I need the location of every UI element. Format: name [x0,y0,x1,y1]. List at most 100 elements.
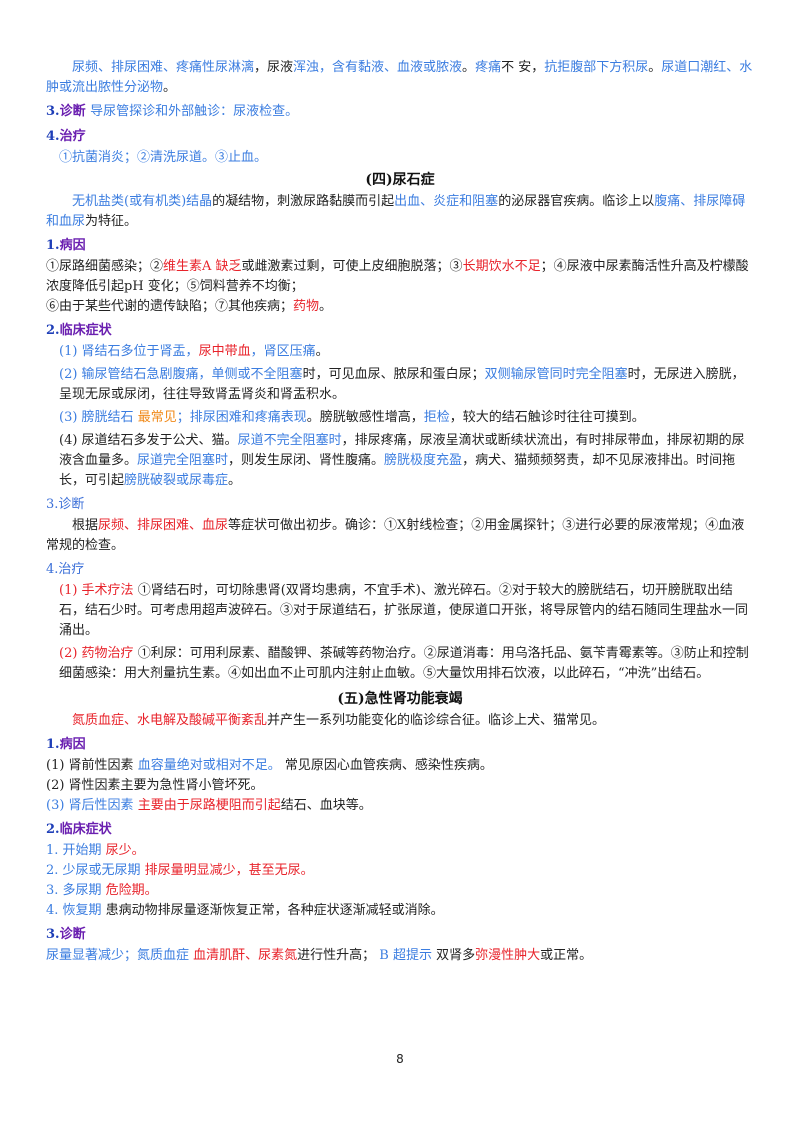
paragraph-surgery: (1) 手术疗法 ①肾结石时，可切除患肾(双肾均患病，不宜手术)、激光碎石。②对… [46,581,754,641]
text-span: 腹痛、排尿障碍和血尿 [46,194,746,229]
text-span: 疼痛 [475,60,502,75]
paragraph-renal: (2) 肾性因素主要为急性肾小管坏死。 [46,778,264,793]
text-span: 尿道完全阻塞时 [137,453,229,468]
paragraph-urethra-stone: (4) 尿道结石多发于公犬、猫。尿道不完全阻塞时，排尿疼痛，尿液呈滴状或断续状流… [46,431,754,491]
text-span: 。 [228,473,242,488]
paragraph-diagnosis: 根据尿频、排尿困难、血尿等症状可做出初步。确诊：①X射线检查；②用金属探针；③进… [46,516,754,556]
text-span: 双侧输尿管同时完全阻塞 [484,367,628,382]
heading-label: 治疗 [58,562,85,577]
text-span: 或正常。 [540,948,593,963]
text-span: 时，可见血尿、脓尿和蛋白尿； [302,367,485,382]
text-span: (4) 尿道结石多发于公犬、猫。 [59,433,238,448]
heading-symptoms: 2.临床症状 [46,819,754,841]
paragraph-drug-therapy: (2) 药物治疗 ①利尿：可用利尿素、醋酸钾、茶碱等药物治疗。②尿道消毒：用乌洛… [46,644,754,684]
text-span: 3. 多尿期 [46,883,106,898]
paragraph-cause-a: ①尿路细菌感染；②维生素A 缺乏或雌激素过剩，可使上皮细胞脱落；③长期饮水不足；… [46,257,754,297]
paragraph-polyuria-stage: 3. 多尿期 危险期。 [46,881,754,901]
text-span: 1. 开始期 [46,843,106,858]
text-span: 4. 恢复期 [46,903,106,918]
text-span: ，则发生尿闭、肾性腹痛。 [228,453,385,468]
text-span: 。 [319,299,333,314]
text-span: 血清肌酐、尿素氮 [193,948,298,963]
paragraph-kidney-stone: (1) 肾结石多位于肾盂，尿中带血，肾区压痛。 [46,342,754,362]
heading-number: 3. [46,104,60,119]
text-span: 血容量绝对或相对不足。 [137,758,281,773]
heading-diagnosis: 3.诊断 [46,924,754,946]
page-number: 8 [396,1052,404,1066]
heading-label: 诊断 [58,497,85,512]
text-span: ，肾区压痛 [250,344,316,359]
text-span: 主要由于尿路梗阻而引起 [137,798,281,813]
text-span: 危险期。 [105,883,158,898]
text-span: 患病动物排尿量逐渐恢复正常，各种症状逐渐减轻或消除。 [105,903,444,918]
text-span: 的凝结物，刺激尿路黏膜而引起 [212,194,395,209]
text-span: 等症状可做出初步。确诊：①X射线检查；②用金属探针；③进行必要的尿液常规；④血液… [46,518,745,553]
text-span: 常见原因心血管疾病、感染性疾病。 [280,758,493,773]
text-span: 为特征。 [85,214,138,229]
paragraph-bladder-stone: (3) 膀胱结石 最常见；排尿困难和疼痛表现。膀胱敏感性增高，拒检，较大的结石触… [46,408,754,428]
text-span: 弥漫性肿大 [475,948,541,963]
text-span: 无机盐类(或有机类)结晶 [72,194,213,209]
text-span: 。膀胱敏感性增高， [306,410,424,425]
text-span: ，尿液 [254,60,294,75]
text-span: ；④尿液中尿素酶活性升高及柠檬酸浓度降低引起pH 变化；⑤饲料营养不均衡； [46,259,749,294]
text-span: 双肾多 [431,948,476,963]
text-span: ①利尿：可用利尿素、醋酸钾、茶碱等药物治疗。②尿道消毒：用乌洛托品、氨苄青霉素等… [59,646,749,681]
paragraph-ureter-stone: (2) 输尿管结石急剧腹痛，单侧或不全阻塞时，可见血尿、脓尿和蛋白尿；双侧输尿管… [46,365,754,405]
text-span: 出血、炎症和阻塞 [394,194,499,209]
text-span: (2) 输尿管结石急剧腹痛，单侧或不全阻塞 [59,367,303,382]
heading-label: 临床症状 [59,323,112,338]
text-span: (3) 膀胱结石 [59,410,134,425]
text-span: B 超提示 [379,948,432,963]
heading-cause: 1.病因 [46,734,754,756]
heading-number: 2. [46,822,60,837]
text-span: 。 [462,60,476,75]
heading-label: 病因 [59,737,86,752]
text-span: 膀胱破裂或尿毒症 [124,473,229,488]
text-span: 氮质血症、水电解及酸碱平衡紊乱 [72,713,268,728]
section-title-acute-renal-failure: (五)急性肾功能衰竭 [337,691,463,707]
text-span: 2. 少尿或无尿期 [46,863,145,878]
heading-number: 1. [46,238,60,253]
text-span: 尿量显著减少；氮质血症 [46,948,194,963]
text-span: 根据 [72,518,99,533]
paragraph-renal-diagnosis: 尿量显著减少；氮质血症 血清肌酐、尿素氮进行性升高； B 超提示 双肾多弥漫性肿… [46,946,754,966]
text-span: 维生素A 缺乏 [163,259,242,274]
text-span: 或雌激素过剩，可使上皮细胞脱落；③ [241,259,463,274]
text-span: 。 [648,60,662,75]
text-span: ，病犬、猫频频努责，却不见尿液排出。时间拖长，可引起 [59,453,736,488]
text-span: 尿频、排尿困难、血尿 [98,518,229,533]
heading-number: 3. [46,927,60,942]
text-span: ，排尿疼痛，尿液呈滴状或断续状流出，有时排尿带血，排尿初期的尿液含血量多。 [59,433,745,468]
paragraph-onset-stage: 1. 开始期 尿少。 [46,841,754,861]
text-span: 时，无尿进入膀胱，呈现无尿或尿闭，往往导致肾盂肾炎和肾盂积水。 [59,367,745,402]
text-span: 尿道口潮红、水肿或流出脓性分泌物 [46,60,753,95]
text-span: 抗拒腹部下方积尿 [544,60,649,75]
text-span: 药物 [293,299,320,314]
paragraph-prerenal: (1) 肾前性因素 血容量绝对或相对不足。 常见原因心血管疾病、感染性疾病。 [46,756,754,776]
text-span: 。 [315,344,329,359]
text-span: ；排尿困难和疼痛表现 [176,410,307,425]
text-span: 拒检 [423,410,450,425]
heading-diagnosis: 3.诊断 [46,494,754,516]
text-span: 尿频、排尿困难、疼痛性尿淋漓 [72,60,255,75]
text-span: 膀胱极度充盈 [384,453,463,468]
diagnosis-text: 导尿管探诊和外部触诊：尿液检查。 [90,104,299,119]
text-span: ⑥由于某些代谢的遗传缺陷；⑦其他疾病； [46,299,294,314]
text-span: 长期饮水不足 [462,259,541,274]
text-span: 尿少。 [105,843,145,858]
text-span: 尿中带血 [198,344,251,359]
paragraph-renal-failure-intro: 氮质血症、水电解及酸碱平衡紊乱并产生一系列功能变化的临诊综合征。临诊上犬、猫常见… [46,711,754,731]
text-span: (3) 肾后性因素 [46,798,138,813]
paragraph-recovery-stage: 4. 恢复期 患病动物排尿量逐渐恢复正常，各种症状逐渐减轻或消除。 [46,901,754,921]
text-span: ①尿路细菌感染；② [46,259,164,274]
text-span: 并产生一系列功能变化的临诊综合征。临诊上犬、猫常见。 [267,713,606,728]
text-span: 不 安， [501,60,545,75]
text-span: 浑浊，含有黏液、血液或脓液 [293,60,463,75]
heading-treatment: 4.治疗 [46,559,754,581]
paragraph-urethritis-symptoms: 尿频、排尿困难、疼痛性尿淋漓，尿液浑浊，含有黏液、血液或脓液。疼痛不 安，抗拒腹… [46,58,754,98]
heading-label: 临床症状 [59,822,112,837]
text-span: 尿道不完全阻塞时 [237,433,342,448]
text-span: (1) 肾结石多位于肾盂， [59,344,199,359]
paragraph-urolithiasis-intro: 无机盐类(或有机类)结晶的凝结物，刺激尿路黏膜而引起出血、炎症和阻塞的泌尿器官疾… [46,192,754,232]
